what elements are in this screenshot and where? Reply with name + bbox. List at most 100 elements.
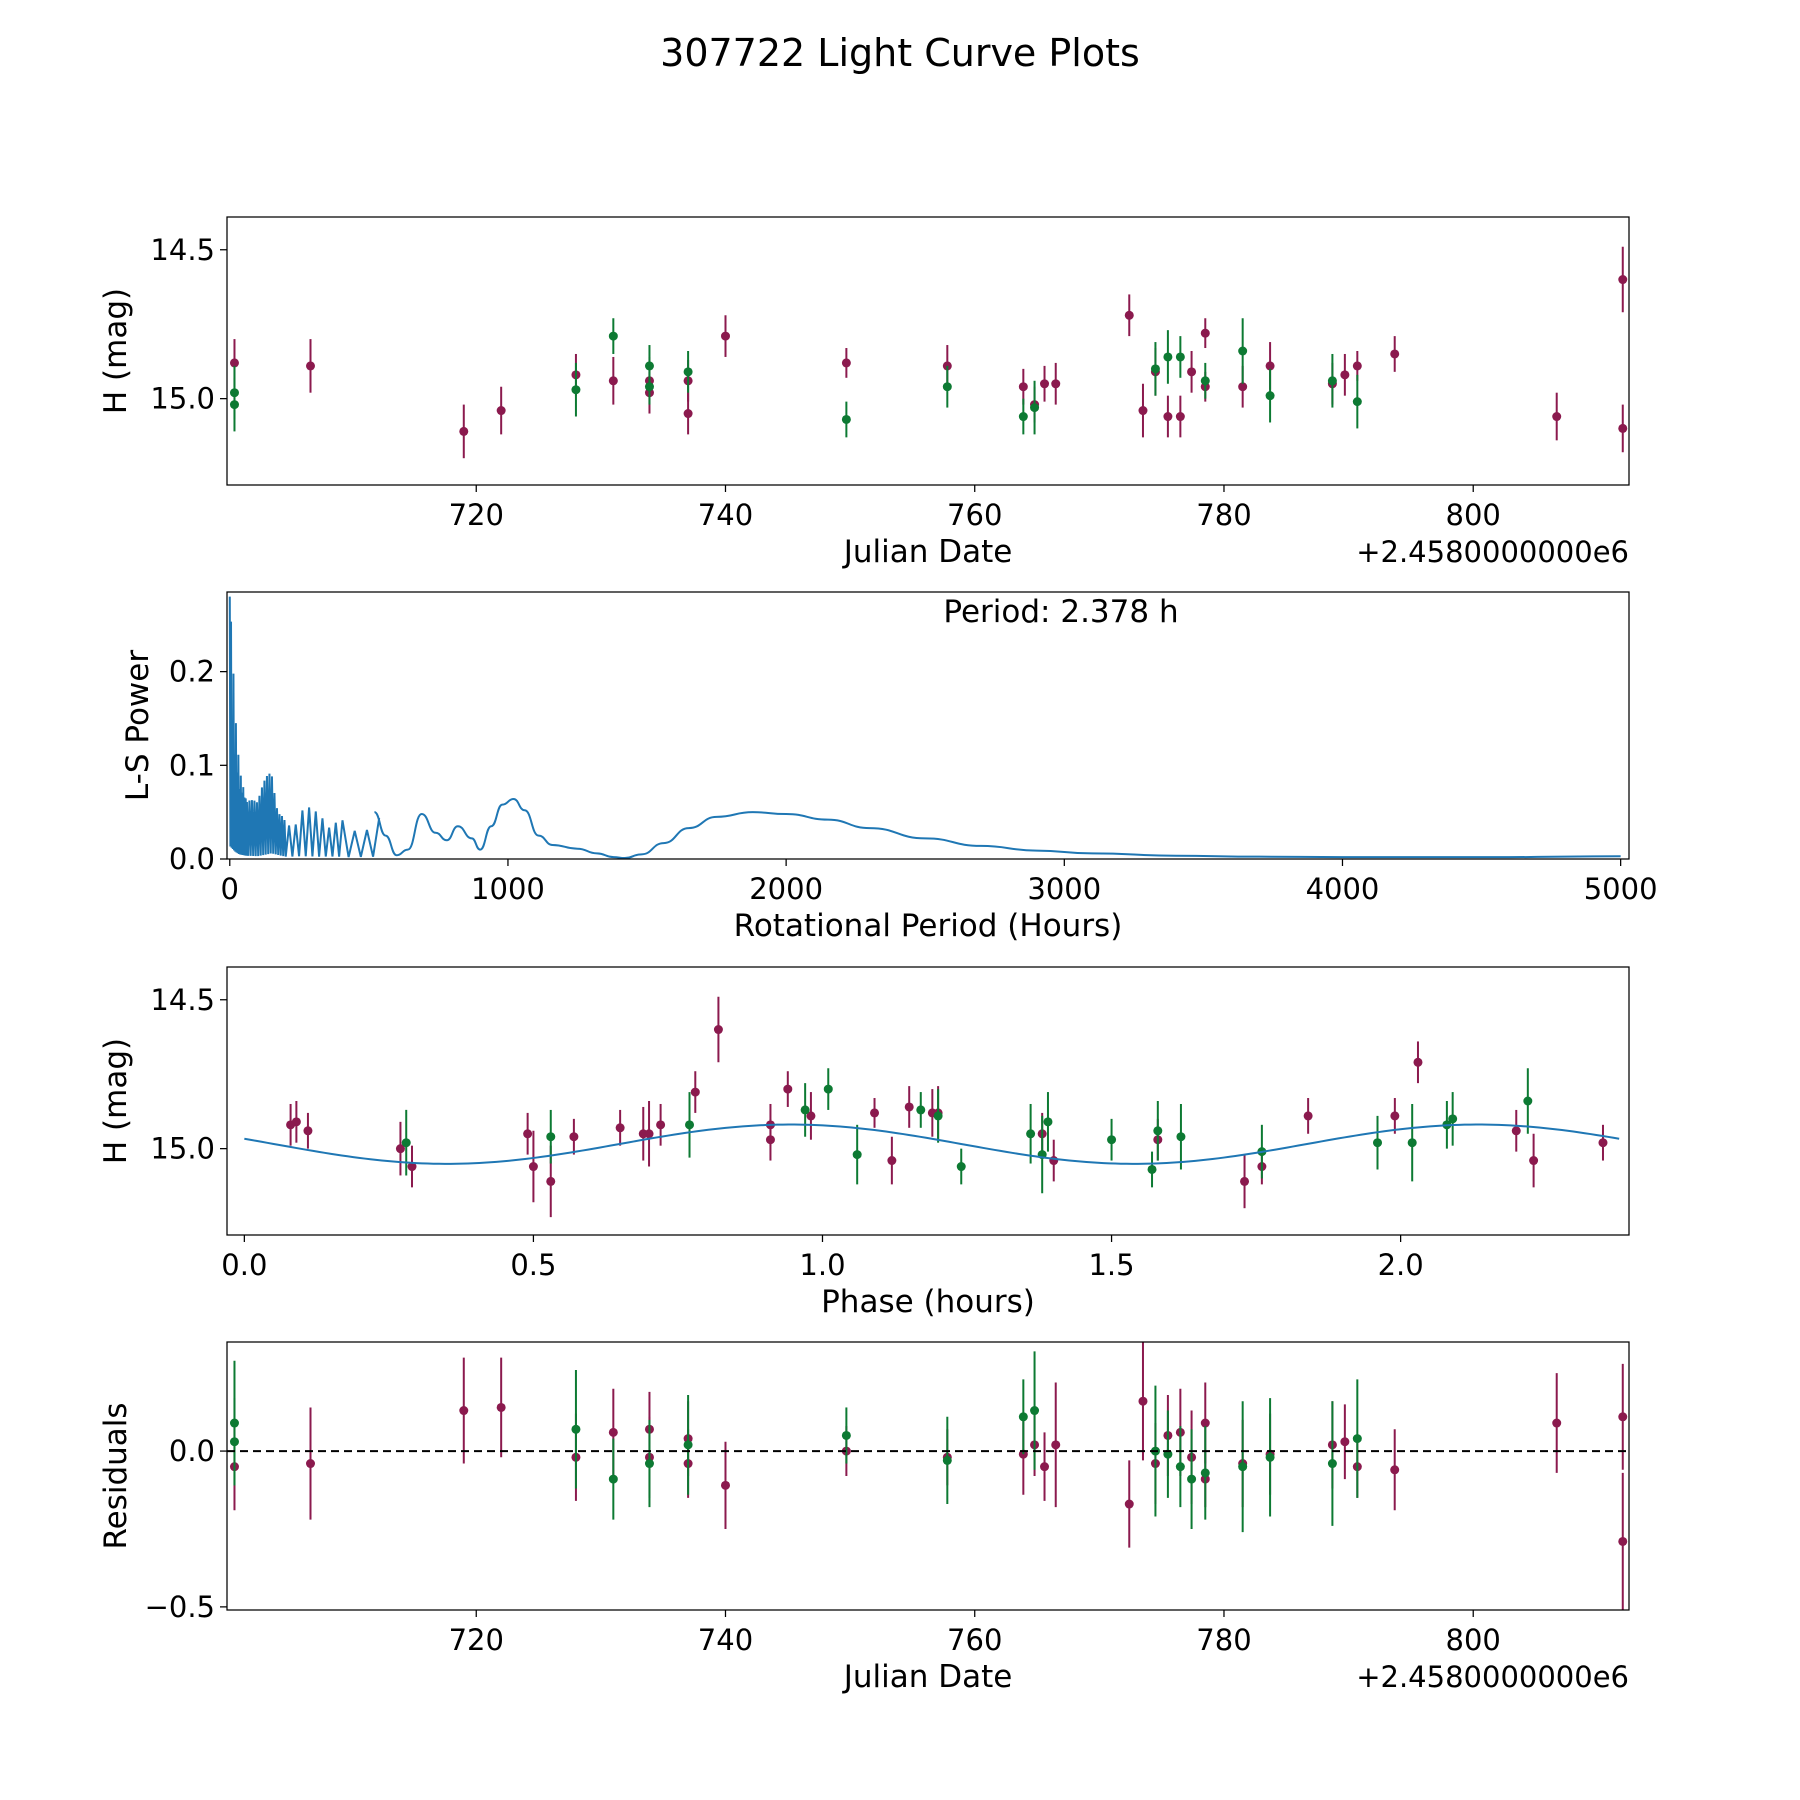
light-curve-data-point [1200,328,1210,338]
light-curve-xtick-label: 800 [1446,498,1501,532]
phase-folded-data-point [1511,1126,1521,1136]
residuals-data-point [608,1474,618,1484]
phase-folded-data [244,996,1620,1218]
light-curve-data [229,246,1628,459]
residuals-series-filter-b [229,1351,1362,1533]
phase-folded-data-point [1147,1164,1157,1174]
periodogram-xtick-label: 2000 [749,872,823,906]
phase-folded-ytick-label: 14.5 [150,983,215,1017]
residuals-series-filter-a [229,1342,1628,1610]
phase-folded-xtick-label: 2.0 [1378,1248,1424,1282]
phase-folded-data-point [569,1132,579,1142]
residuals-data-point [305,1459,315,1469]
light-curve-data-point [1175,352,1185,362]
light-curve-axes: 15.0 14.5 720 740 760 780 800 Julian Date H (mag… [98,233,1629,570]
phase-folded-fit-curve [244,1123,1620,1165]
light-curve-xtick-label: 760 [947,498,1002,532]
residuals-xtick-label: 760 [947,1623,1002,1657]
light-curve-frame [226,216,1630,486]
phase-folded-data-point [956,1162,966,1172]
light-curve-data-point [1187,367,1197,377]
light-curve-data-point [644,361,654,371]
light-curve-data-point [1200,376,1210,386]
phase-folded-xtick-label: 0.5 [510,1248,556,1282]
phase-folded-data-point [806,1111,816,1121]
light-curve-ylabel: H (mag) [98,288,134,414]
phase-folded-data-point [916,1105,926,1115]
light-curve-data-point [1265,361,1275,371]
periodogram-ytick-label: 0.1 [169,748,215,782]
phase-folded-data-point [1043,1117,1053,1127]
light-curve-data-point [305,361,315,371]
residuals-data-point [1124,1499,1134,1509]
residuals-data-point [1618,1536,1628,1546]
phase-folded-data-point [615,1123,625,1133]
phase-folded-data-point [1390,1111,1400,1121]
periodogram-ylabel: L-S Power [120,650,156,801]
phase-folded-data-point [870,1108,880,1118]
phase-folded-ytick-label: 15.0 [150,1132,215,1166]
residuals-data-point [1390,1465,1400,1475]
phase-folded-data-point [523,1129,533,1139]
residuals-data-point [1552,1418,1562,1428]
periodogram-spikes [228,596,381,858]
phase-folded-series-filter-a [286,996,1608,1218]
phase-folded-data-point [933,1111,943,1121]
residuals-data-point [496,1402,506,1412]
phase-folded-data-point [1413,1057,1423,1067]
residuals-frame [226,1341,1630,1611]
phase-folded-data-point [690,1087,700,1097]
light-curve-data-point [1040,379,1050,389]
residuals-data-point [1265,1452,1275,1462]
figure-title: 307722 Light Curve Plots [660,31,1140,75]
phase-folded-data-point [800,1105,810,1115]
periodogram-ytick-label: 0.2 [169,655,215,689]
residuals-data-point [1340,1437,1350,1447]
light-curve-data-point [720,331,730,341]
residuals-data-point [229,1437,239,1447]
light-curve-data-point [683,367,693,377]
phase-folded-data-point [395,1144,405,1154]
light-curve-data-point [229,400,239,410]
light-curve-xlabel: Julian Date [842,534,1013,570]
residuals-axes: 0.0 −0.5 720 740 760 780 800 Julian Date Residua… [98,1402,1629,1695]
light-curve-data-point [608,331,618,341]
phase-folded-xlabel: Phase (hours) [821,1284,1035,1320]
light-curve-series-filter-a [229,246,1628,459]
periodogram-xtick-label: 1000 [471,872,545,906]
phase-folded-data-point [1303,1111,1313,1121]
periodogram-ytick-label: 0.0 [169,842,215,876]
phase-folded-data-point [1153,1126,1163,1136]
periodogram-xtick-label: 4000 [1306,872,1380,906]
phase-folded-data-point [685,1120,695,1130]
phase-folded-data-point [1373,1138,1383,1148]
phase-folded-ylabel: H (mag) [98,1038,134,1164]
periodogram-axes: 0.0 0.1 0.2 0 1000 2000 3000 4000 5000 Rotational… [120,650,1658,944]
phase-folded-data-point [852,1150,862,1160]
phase-folded-xtick-label: 1.0 [799,1248,845,1282]
residuals-xlabel: Julian Date [842,1659,1013,1695]
light-curve-xtick-label: 740 [698,498,753,532]
light-curve-data-point [496,406,506,416]
light-curve-data-point [1138,406,1148,416]
residuals-data-point [841,1430,851,1440]
light-curve-xtick-label: 720 [449,498,504,532]
residuals-xtick-label: 800 [1446,1623,1501,1657]
phase-folded-data-point [656,1120,666,1130]
phase-folded-data-point [1448,1114,1458,1124]
light-curve-data-point [1238,346,1248,356]
phase-folded-data-point [1240,1176,1250,1186]
light-curve-data-point [1618,275,1628,285]
residuals-data-point [1138,1396,1148,1406]
phase-folded-data-point [823,1084,833,1094]
phase-folded-xtick-label: 0.0 [221,1248,267,1282]
light-curve-data-point [942,382,952,392]
residuals-data-point [608,1427,618,1437]
light-curve-data-point [1340,370,1350,380]
phase-folded-frame [226,966,1630,1236]
phase-folded-data-point [887,1156,897,1166]
phase-folded-data-point [1523,1096,1533,1106]
periodogram-xtick-label: 5000 [1584,872,1658,906]
light-curve-data-point [683,409,693,419]
light-curve-data-point [1163,352,1173,362]
